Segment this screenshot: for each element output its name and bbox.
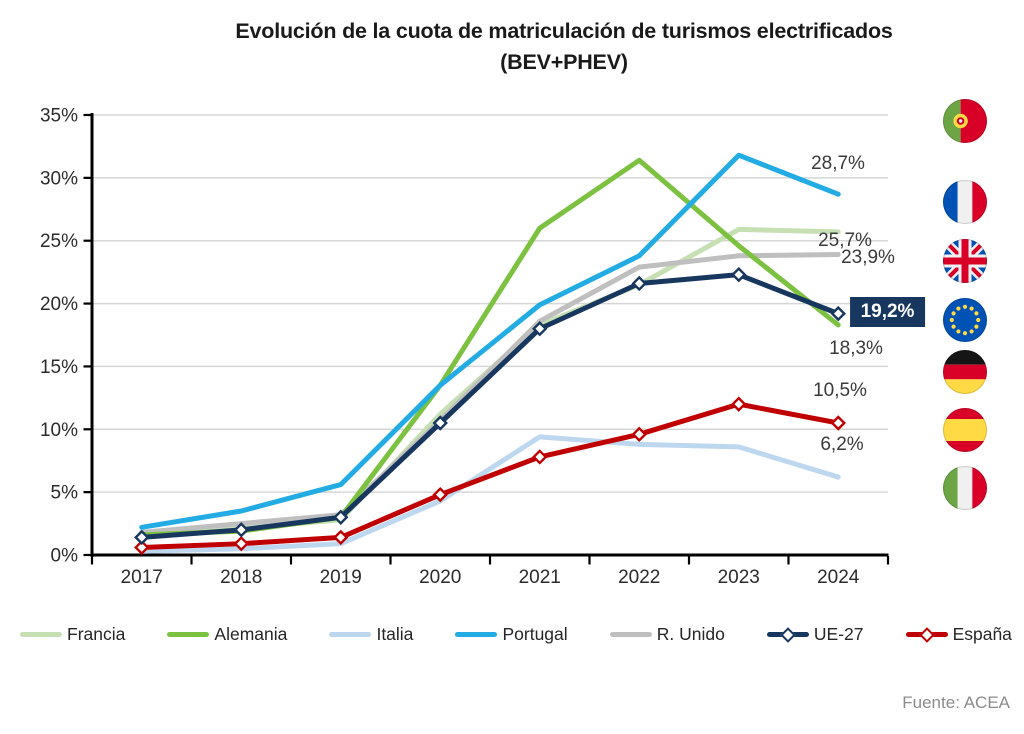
- francia-flag-icon: [943, 180, 987, 224]
- diamond-marker: [731, 396, 747, 412]
- chart-legend: Francia Alemania Italia Portugal R. Unido UE-…: [20, 624, 1012, 645]
- legend-line-swatch-r-unido: [609, 632, 652, 637]
- value-label-r-unido: 23,9%: [841, 247, 895, 268]
- diamond-marker: [333, 529, 349, 546]
- diamond-marker: [532, 321, 548, 337]
- legend-item-r-unido: R. Unido: [609, 624, 725, 645]
- series-lines: [134, 152, 846, 556]
- y-tick-label-35: 35%: [40, 106, 78, 127]
- y-tick-label-15: 15%: [40, 357, 78, 378]
- legend-item-alemania: Alemania: [167, 624, 287, 645]
- diamond-marker: [830, 415, 846, 431]
- chart-title-line1: Evolución de la cuota de matriculación d…: [235, 19, 893, 43]
- legend-item-francia: Francia: [20, 624, 125, 645]
- series-espana-line: [139, 401, 841, 550]
- series-ue-27-markers: [134, 266, 846, 546]
- y-tick-label-25: 25%: [40, 231, 78, 252]
- portugal-flag-icon: [943, 99, 987, 143]
- diamond-marker: [830, 305, 846, 322]
- value-label-italia: 6,2%: [820, 434, 864, 455]
- chart-title: Evolución de la cuota de matriculación d…: [168, 16, 960, 78]
- series-ue-27-line: [139, 272, 841, 540]
- diamond-marker: [532, 449, 548, 465]
- axis-labels: 0% 5% 10% 15% 20% 25% 30% 35% 2017 2018 2019 2020 20…: [40, 106, 860, 589]
- y-tick-label-10: 10%: [40, 420, 78, 441]
- x-tick-label-2024: 2024: [817, 567, 860, 588]
- legend-label-italia: Italia: [376, 624, 414, 644]
- reino-unido-flag-icon: [943, 239, 987, 283]
- diamond-marker: [432, 415, 448, 431]
- diamond-marker: [731, 266, 747, 283]
- diamond-marker: [233, 535, 249, 552]
- x-tick-label-2019: 2019: [320, 567, 362, 588]
- diamond-marker: [134, 529, 150, 546]
- series-italia-line: [139, 434, 841, 554]
- legend-label-alemania: Alemania: [214, 624, 288, 644]
- series-portugal-line: [139, 152, 841, 530]
- y-tick-label-20: 20%: [40, 294, 78, 315]
- union-europea-flag-icon: [943, 298, 987, 342]
- highlighted-value-label-ue-27: 19,2%: [849, 297, 926, 327]
- legend-label-ue-27: UE-27: [813, 624, 864, 644]
- legend-item-espana: España: [905, 624, 1012, 645]
- legend-label-espana: España: [952, 624, 1012, 644]
- espana-flag-icon: [943, 408, 987, 452]
- value-label-portugal: 28,7%: [811, 153, 865, 174]
- y-tick-label-5: 5%: [51, 483, 79, 504]
- value-label-francia: 25,7%: [818, 230, 872, 251]
- legend-label-portugal: Portugal: [502, 624, 568, 644]
- legend-diamond-marker: [780, 626, 796, 643]
- legend-item-portugal: Portugal: [455, 624, 568, 645]
- legend-line-swatch-portugal: [455, 632, 498, 637]
- diamond-marker: [631, 426, 647, 443]
- x-tick-label-2021: 2021: [519, 567, 561, 588]
- axes: [83, 113, 890, 565]
- legend-line-swatch-ue-27: [766, 626, 809, 643]
- series-espana-markers: [134, 396, 846, 556]
- legend-label-r-unido: R. Unido: [656, 624, 725, 644]
- diamond-marker: [233, 522, 249, 538]
- legend-line-swatch-italia: [329, 632, 372, 637]
- y-tick-label-0: 0%: [51, 546, 79, 567]
- legend-line-swatch-alemania: [167, 632, 210, 637]
- source-note: Fuente: ACEA: [902, 693, 1010, 712]
- diamond-marker: [631, 275, 647, 292]
- y-tick-label-30: 30%: [40, 168, 78, 189]
- chart-title-line2: (BEV+PHEV): [500, 50, 628, 74]
- value-label-alemania: 18,3%: [829, 338, 883, 359]
- diamond-marker: [134, 539, 150, 556]
- legend-item-italia: Italia: [329, 624, 413, 645]
- legend-label-francia: Francia: [67, 624, 126, 644]
- legend-item-ue-27: UE-27: [766, 624, 864, 645]
- italia-flag-icon: [943, 466, 987, 510]
- diamond-marker: [432, 486, 448, 503]
- legend-line-swatch-francia: [20, 632, 62, 637]
- x-tick-label-2017: 2017: [121, 567, 163, 588]
- legend-diamond-marker: [918, 626, 935, 643]
- x-tick-label-2023: 2023: [718, 567, 760, 588]
- value-label-espana: 10,5%: [813, 380, 867, 401]
- legend-line-swatch-espana: [905, 626, 948, 643]
- diamond-marker: [333, 509, 349, 525]
- x-tick-label-2018: 2018: [220, 567, 262, 588]
- alemania-flag-icon: [943, 350, 987, 394]
- x-tick-label-2022: 2022: [618, 567, 660, 588]
- x-tick-label-2020: 2020: [419, 567, 461, 588]
- series-r-unido-line: [139, 252, 841, 535]
